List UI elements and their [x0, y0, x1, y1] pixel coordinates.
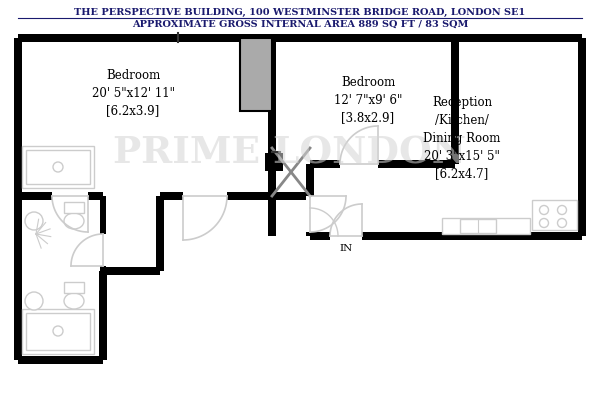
Circle shape	[557, 206, 566, 215]
Circle shape	[53, 162, 63, 172]
Ellipse shape	[64, 293, 84, 309]
Bar	[52, 192, 88, 200]
Bar	[64, 282, 84, 293]
Ellipse shape	[64, 213, 84, 229]
Bar	[306, 164, 314, 236]
Circle shape	[539, 219, 548, 227]
Bar	[22, 146, 94, 188]
Bar	[340, 160, 378, 168]
Text: APPROXIMATE GROSS INTERNAL AREA 889 SQ FT / 83 SQM: APPROXIMATE GROSS INTERNAL AREA 889 SQ F…	[132, 19, 468, 29]
Bar	[18, 34, 272, 42]
Bar	[306, 196, 314, 232]
Circle shape	[25, 212, 43, 230]
Bar	[268, 196, 276, 236]
Bar	[460, 219, 496, 233]
Bar	[240, 38, 272, 111]
Bar	[22, 309, 94, 354]
Bar	[100, 196, 106, 360]
Bar	[26, 313, 90, 350]
Text: PRIME LONDON: PRIME LONDON	[113, 135, 467, 171]
Bar	[183, 192, 227, 200]
Bar	[578, 38, 586, 236]
Bar	[272, 34, 582, 42]
Text: IN: IN	[340, 244, 353, 253]
Bar	[310, 160, 455, 168]
Bar	[268, 38, 276, 196]
Bar	[99, 234, 107, 266]
Circle shape	[539, 206, 548, 215]
Bar	[99, 271, 107, 360]
Circle shape	[557, 219, 566, 227]
Text: THE PERSPECTIVE BUILDING, 100 WESTMINSTER BRIDGE ROAD, LONDON SE1: THE PERSPECTIVE BUILDING, 100 WESTMINSTE…	[74, 8, 526, 17]
Circle shape	[53, 326, 63, 336]
Bar	[160, 192, 310, 200]
Bar	[14, 38, 22, 360]
Bar	[26, 150, 90, 184]
Bar	[156, 196, 164, 271]
Text: Reception
/Kitchen/
Dining Room
20' 3"x15' 5"
[6.2x4.7]: Reception /Kitchen/ Dining Room 20' 3"x1…	[424, 95, 500, 181]
Bar	[442, 218, 530, 234]
Bar	[532, 200, 577, 230]
Text: Bedroom
20' 5"x12' 11"
[6.2x3.9]: Bedroom 20' 5"x12' 11" [6.2x3.9]	[91, 69, 175, 118]
Circle shape	[25, 292, 43, 310]
Bar	[18, 356, 103, 364]
Bar	[451, 38, 459, 164]
Bar	[310, 232, 582, 240]
Bar	[103, 267, 160, 275]
Bar	[18, 192, 103, 200]
Bar	[64, 202, 84, 213]
Text: Bedroom
12' 7"x9' 6"
[3.8x2.9]: Bedroom 12' 7"x9' 6" [3.8x2.9]	[334, 76, 402, 124]
Bar	[330, 232, 362, 240]
Bar	[265, 153, 283, 171]
